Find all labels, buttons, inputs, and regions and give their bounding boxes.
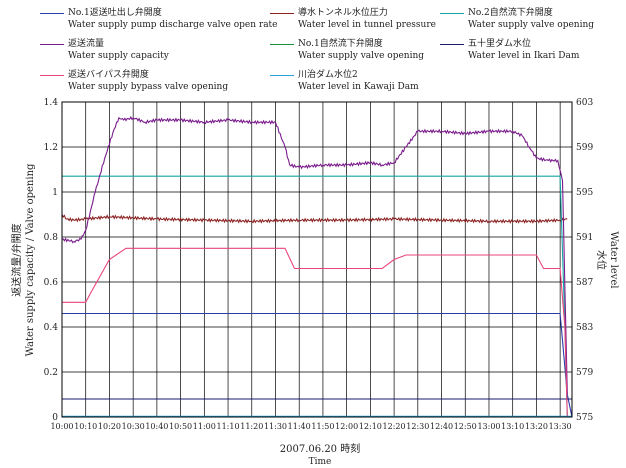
x-axis-label: 2007.06.20 時刻 [280,442,360,455]
legend-label-en: Water level in Ikari Dam [468,51,580,61]
y-tick-right: 587 [576,278,593,288]
plot-frame [61,101,573,418]
y-tick-left: 0.8 [44,233,59,243]
x-tick-label: 13:00 [477,422,500,431]
legend-swatch [40,75,64,76]
legend-label-en: Water supply valve opening [468,20,595,30]
y-tick-right: 595 [576,188,593,198]
y-tick-left: 0 [52,413,58,423]
series-line [62,247,568,418]
x-tick-label: 11:10 [217,422,240,431]
legend-label-jp: 返送バイパス弁開度 [68,70,149,80]
y-axis-right-label-en: Water level [608,231,619,288]
y-tick-right: 603 [576,98,593,108]
legend-swatch [440,44,464,45]
y-tick-right: 583 [576,323,593,333]
legend-label-jp: 川治ダム水位2 [298,70,358,80]
x-tick-label: 13:10 [501,422,524,431]
y-axis-left-label-jp: 返送流量/弁開度 [10,223,23,296]
x-tick-label: 10:30 [122,422,145,431]
legend-label-en: Water supply pump discharge valve open r… [68,20,278,30]
x-tick-label: 12:30 [406,422,429,431]
legend-swatch [40,44,64,45]
legend-label-en: Water supply valve opening [298,51,425,61]
legend-label-jp: No.1自然流下弁開度 [298,39,383,49]
y-tick-right: 591 [576,233,593,243]
y-tick-right: 575 [576,413,593,423]
y-tick-left: 1.2 [44,143,58,153]
legend-label-en: Water level in Kawaji Dam [298,82,419,92]
y-tick-left: 0.2 [44,368,58,378]
x-tick-label: 12:00 [335,422,358,431]
x-tick-label: 12:20 [383,422,406,431]
legend-label-jp: No.1返送吐出し弁開度 [68,8,162,18]
x-tick-label: 13:30 [549,422,572,431]
tick-labels: 10:00 10:10 10:20 10:30 10:40 10:50 11:00 11:10… [44,98,594,431]
legend-label-en: Water supply bypass valve opening [68,82,229,92]
y-tick-left: 0.4 [44,323,59,333]
series-lines [61,115,573,418]
legend-swatch [270,44,294,45]
x-tick-label: 12:50 [454,422,477,431]
y-tick-left: 1.4 [44,98,59,108]
x-tick-label: 12:40 [430,422,453,431]
legend-swatch [40,13,64,14]
x-tick-label: 10:20 [98,422,121,431]
y-tick-right: 599 [576,143,593,153]
x-axis-label-en: Time [309,457,332,467]
x-tick-label: 12:10 [359,422,382,431]
y-axis-left-label-en: Water supply capacity / Valve opening [25,163,36,356]
y-tick-right: 579 [576,368,593,378]
y-tick-left: 0.6 [44,278,59,288]
legend-label-jp: 導水トンネル水位圧力 [298,8,388,18]
legend-swatch [270,75,294,76]
x-tick-label: 10:00 [50,422,73,431]
legend-swatch [270,13,294,14]
x-tick-label: 10:40 [145,422,168,431]
legend-label-jp: 五十里ダム水位 [468,39,532,49]
x-tick-label: 11:00 [193,422,216,431]
legend-label-en: Water level in tunnel pressure [298,20,436,30]
x-tick-label: 11:20 [240,422,263,431]
series-line [62,175,568,418]
y-axis-right-label-jp: 水位 [595,250,608,270]
grid [61,101,572,418]
series-line [62,312,573,418]
x-tick-label: 11:50 [311,422,334,431]
legend-label-jp: 返送流量 [68,39,105,49]
x-tick-label: 11:40 [288,422,311,431]
legend-swatch [440,13,464,14]
legend-label-jp: No.2自然流下弁開度 [468,8,553,18]
series-line [61,115,568,395]
x-tick-label: 10:50 [169,422,192,431]
x-tick-label: 11:30 [264,422,287,431]
x-tick-label: 13:20 [525,422,548,431]
series-line [61,214,568,224]
legend-label-en: Water supply capacity [68,51,169,61]
y-tick-left: 1 [52,188,58,198]
x-tick-label: 10:10 [74,422,97,431]
